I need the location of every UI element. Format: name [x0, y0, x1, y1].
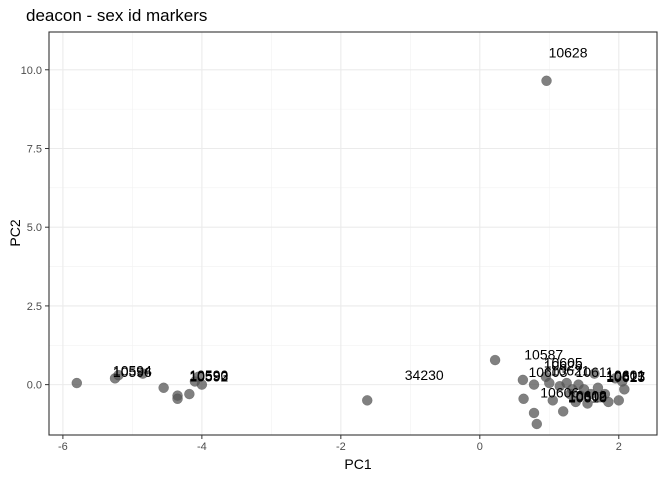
plot-background [49, 32, 657, 435]
data-point [517, 374, 529, 386]
point-label: 10617 [606, 368, 645, 384]
point-label: 10596 [113, 364, 152, 380]
data-point [71, 377, 83, 389]
point-label: 10626 [544, 358, 583, 374]
plot-border [48, 31, 658, 436]
point-label: 10590 [189, 367, 228, 383]
data-point [589, 368, 600, 379]
y-tick-label: 2.5 [27, 301, 42, 313]
data-point [184, 388, 195, 400]
x-tick-label: -2 [336, 441, 346, 453]
data-point [541, 75, 552, 87]
y-axis-title: PC2 [7, 219, 23, 246]
y-tick-label: 5.0 [27, 222, 42, 234]
point-label: 10602 [568, 388, 607, 404]
point-label: 10601 [606, 367, 645, 383]
point-label: 10609 [568, 389, 607, 405]
point-label: 10625 [606, 369, 645, 385]
data-point [613, 395, 625, 406]
data-point [531, 418, 543, 430]
point-label: 10610 [568, 390, 607, 406]
data-point [582, 398, 593, 409]
point-label: 10605 [544, 355, 583, 371]
point-label: 10628 [549, 44, 588, 60]
data-point [528, 379, 540, 390]
data-point [489, 354, 501, 366]
data-point [557, 406, 569, 417]
point-label: 10606 [540, 384, 579, 400]
point-label: 10611 [576, 364, 614, 380]
data-point [113, 369, 124, 381]
data-point [544, 377, 555, 389]
x-tick-label: -4 [197, 441, 207, 453]
x-tick-label: -6 [58, 441, 68, 453]
point-label: 10603 [528, 364, 567, 380]
point-label: 10621 [551, 362, 590, 378]
x-axis-title: PC1 [344, 456, 371, 472]
point-label: 10594 [113, 362, 152, 378]
y-tick-label: 0.0 [27, 380, 42, 392]
data-point [196, 379, 208, 390]
data-point [518, 393, 529, 405]
data-point [528, 407, 540, 419]
point-label: 34230 [405, 367, 444, 383]
data-point [361, 395, 373, 406]
x-tick-label: 0 [477, 441, 483, 453]
y-tick-label: 7.5 [27, 143, 42, 155]
point-label: 10593 [189, 368, 228, 384]
chart-title: deacon - sex id markers [26, 6, 207, 25]
data-point [603, 396, 614, 408]
data-point [158, 382, 169, 394]
data-point [137, 368, 149, 379]
data-point [619, 384, 630, 395]
point-label: 10592 [189, 368, 228, 384]
point-label: 10587 [524, 347, 563, 363]
point-label: 10613 [606, 368, 645, 384]
data-point [547, 395, 559, 406]
data-point [172, 393, 183, 405]
x-tick-label: 2 [616, 441, 622, 453]
y-tick-label: 10.0 [21, 65, 42, 77]
